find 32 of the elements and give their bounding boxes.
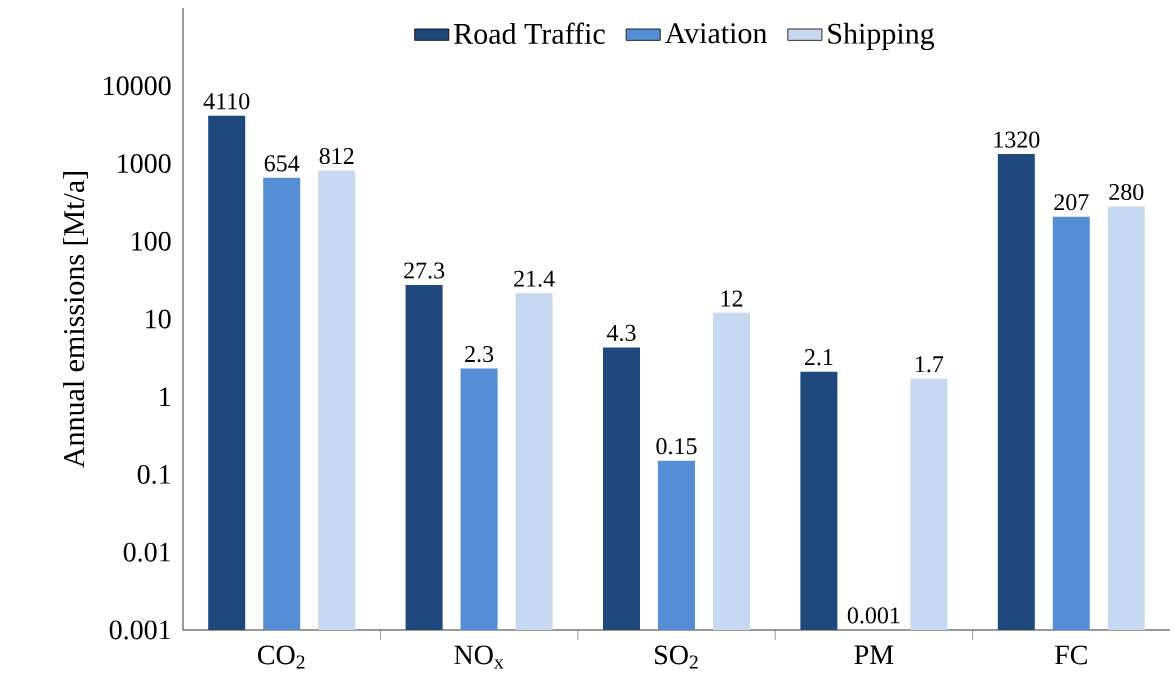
- x-tick-label: NO$_{x}$: [454, 645, 504, 669]
- y-tick-label: 0.001: [109, 620, 170, 640]
- legend-label: Aviation: [664, 23, 767, 44]
- y-tick-label: 1: [160, 387, 170, 406]
- y-tick-label: 0.01: [123, 542, 170, 562]
- data-label: 280: [1109, 183, 1144, 201]
- data-label: 27.3: [404, 262, 445, 279]
- legend-label: Road Traffic: [454, 22, 605, 45]
- data-label: 1.7: [916, 356, 944, 373]
- y-tick-label: 10000: [104, 76, 171, 96]
- data-label: 12: [721, 290, 743, 307]
- data-label: 0.15: [656, 438, 697, 455]
- x-tick-label: FC: [1054, 645, 1087, 665]
- data-label: 2.3: [465, 345, 494, 363]
- data-label: 4.3: [606, 324, 636, 342]
- legend-label: Shipping: [828, 22, 935, 51]
- x-tick-label: SO$_{2}$: [655, 645, 698, 669]
- data-label: 2.1: [804, 349, 833, 366]
- x-tick-label: CO$_{2}$: [258, 645, 305, 669]
- data-label: 4110: [203, 93, 250, 110]
- data-label: 812: [319, 147, 354, 165]
- y-axis-title: Annual emissions [Mt/a]: [63, 172, 88, 468]
- data-label: 207: [1054, 194, 1089, 211]
- y-tick-label: 10: [146, 309, 171, 329]
- y-tick-label: 0.1: [137, 464, 170, 485]
- y-tick-label: 100: [132, 231, 171, 251]
- y-tick-label: 1000: [118, 154, 171, 173]
- x-tick-label: PM: [854, 645, 894, 664]
- data-label: 654: [264, 155, 300, 172]
- data-label: 1320: [994, 131, 1040, 148]
- data-label: 0.001: [847, 607, 900, 624]
- data-label: 21.4: [514, 270, 555, 287]
